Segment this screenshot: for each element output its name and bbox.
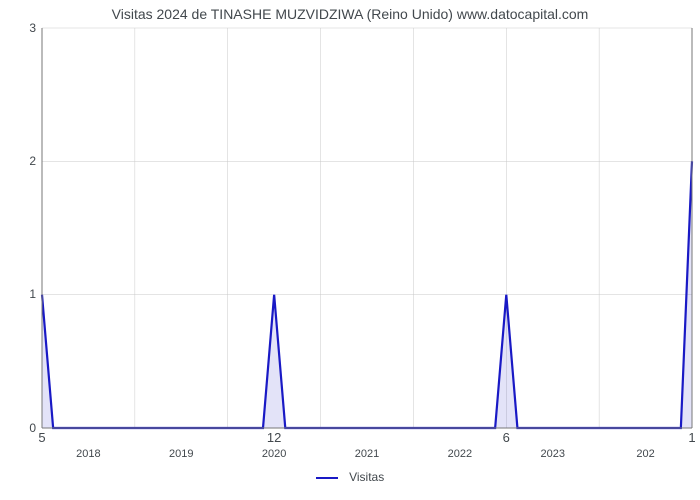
x-axis-data-label: 5	[38, 430, 45, 445]
chart-title: Visitas 2024 de TINASHE MUZVIDZIWA (Rein…	[0, 6, 700, 22]
x-axis-year-label: 2020	[262, 448, 286, 460]
y-axis-tick-label: 0	[8, 421, 36, 435]
x-axis-year-label: 2018	[76, 448, 100, 460]
y-axis-tick-label: 1	[8, 287, 36, 301]
x-axis-data-label: 12	[267, 430, 281, 445]
y-axis-tick-label: 2	[8, 154, 36, 168]
plot-area	[42, 28, 692, 428]
chart-legend: Visitas	[0, 470, 700, 484]
legend-label: Visitas	[349, 470, 384, 484]
x-axis-year-label: 2021	[355, 448, 379, 460]
x-axis-year-label: 2022	[448, 448, 472, 460]
x-axis-year-label: 2023	[540, 448, 564, 460]
x-axis-year-label: 202	[636, 448, 654, 460]
x-axis-data-label: 1	[688, 430, 695, 445]
legend-swatch	[316, 477, 338, 479]
visits-line-chart: Visitas 2024 de TINASHE MUZVIDZIWA (Rein…	[0, 0, 700, 500]
y-axis-tick-label: 3	[8, 21, 36, 35]
x-axis-data-label: 6	[503, 430, 510, 445]
chart-svg	[42, 28, 692, 428]
x-axis-year-label: 2019	[169, 448, 193, 460]
